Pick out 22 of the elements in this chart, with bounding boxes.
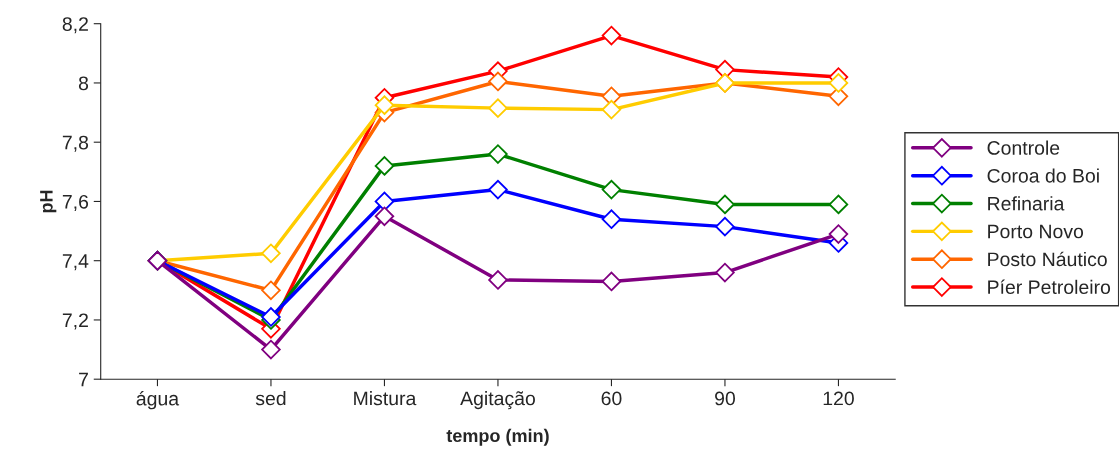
x-tick-label: 120 (823, 391, 854, 406)
y-tick-label: 7,6 (62, 194, 89, 211)
legend-label: Controle (987, 140, 1060, 155)
y-tick-label: 7,4 (62, 254, 89, 271)
y-tick-label: 8,2 (62, 17, 88, 34)
x-tick-label: 90 (715, 391, 736, 406)
legend-label: Refinaria (988, 196, 1065, 211)
y-axis-title: pH (40, 190, 57, 213)
x-axis-title: tempo (min) (446, 428, 549, 446)
x-tick-label: 60 (601, 391, 622, 406)
x-tick-label: Mistura (354, 391, 417, 406)
x-tick-label: Agitação (460, 391, 535, 410)
x-tick-label: sed (255, 391, 286, 406)
legend-label: Porto Novo (988, 224, 1084, 239)
x-tick-label: água (136, 391, 180, 410)
y-tick-label: 7,2 (62, 313, 88, 330)
legend-label: Posto Náutico (988, 251, 1107, 267)
y-tick-label: 7 (79, 372, 88, 387)
legend-label: Coroa do Boi (987, 168, 1099, 183)
legend-label: Píer Petroleiro (988, 279, 1111, 295)
y-tick-label: 7,8 (62, 135, 89, 152)
y-tick-label: 8 (78, 76, 89, 91)
